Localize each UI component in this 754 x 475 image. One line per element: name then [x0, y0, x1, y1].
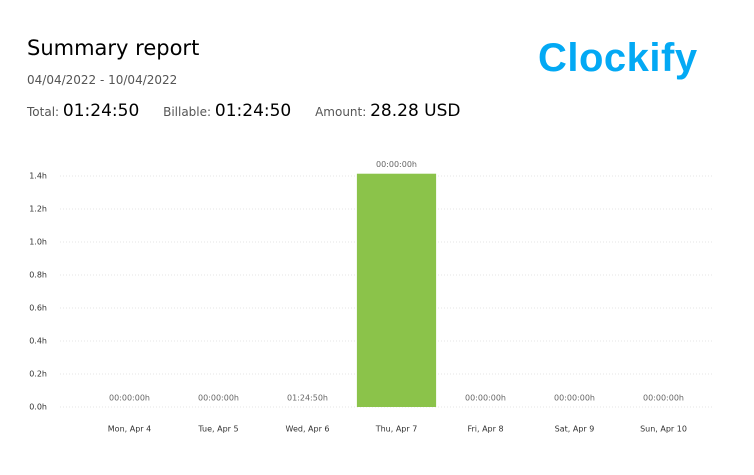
value-label: 00:00:00h	[465, 394, 506, 403]
logo: Clockify	[538, 36, 698, 80]
report-title: Summary report	[27, 36, 200, 60]
amount-value: 28.28 USD	[370, 101, 461, 121]
x-tick-label: Sun, Apr 10	[640, 425, 687, 434]
x-tick-label: Fri, Apr 8	[467, 425, 503, 434]
value-label: 00:00:00h	[109, 394, 150, 403]
total-label: Total:	[27, 105, 60, 119]
amount-label: Amount:	[315, 105, 367, 119]
y-tick-label: 0.8h	[29, 271, 47, 280]
value-label: 00:00:00h	[643, 394, 684, 403]
x-tick-label: Sat, Apr 9	[555, 425, 595, 434]
billable-value: 01:24:50	[214, 101, 292, 121]
value-label: 00:00:00h	[554, 394, 595, 403]
value-label: 00:00:00h	[376, 160, 417, 169]
x-tick-label: Thu, Apr 7	[375, 425, 418, 434]
y-tick-label: 0.6h	[29, 304, 47, 313]
x-tick-label: Tue, Apr 5	[197, 425, 238, 434]
x-tick-label: Mon, Apr 4	[108, 425, 151, 434]
y-tick-label: 1.2h	[29, 205, 47, 214]
x-tick-label: Wed, Apr 6	[286, 425, 330, 434]
y-tick-label: 0.0h	[29, 403, 47, 412]
y-tick-label: 1.0h	[29, 238, 47, 247]
total-value: 01:24:50	[62, 101, 140, 121]
y-tick-label: 0.2h	[29, 370, 47, 379]
value-label: 01:24:50h	[287, 394, 328, 403]
y-tick-label: 0.4h	[29, 337, 47, 346]
y-tick-label: 1.4h	[29, 172, 47, 181]
value-label: 00:00:00h	[198, 394, 239, 403]
bar	[356, 173, 437, 407]
date-range: 04/04/2022 - 10/04/2022	[27, 73, 178, 87]
billable-label: Billable:	[163, 105, 212, 119]
totals: Total: 01:24:50 Billable: 01:24:50 Amoun…	[27, 101, 481, 121]
